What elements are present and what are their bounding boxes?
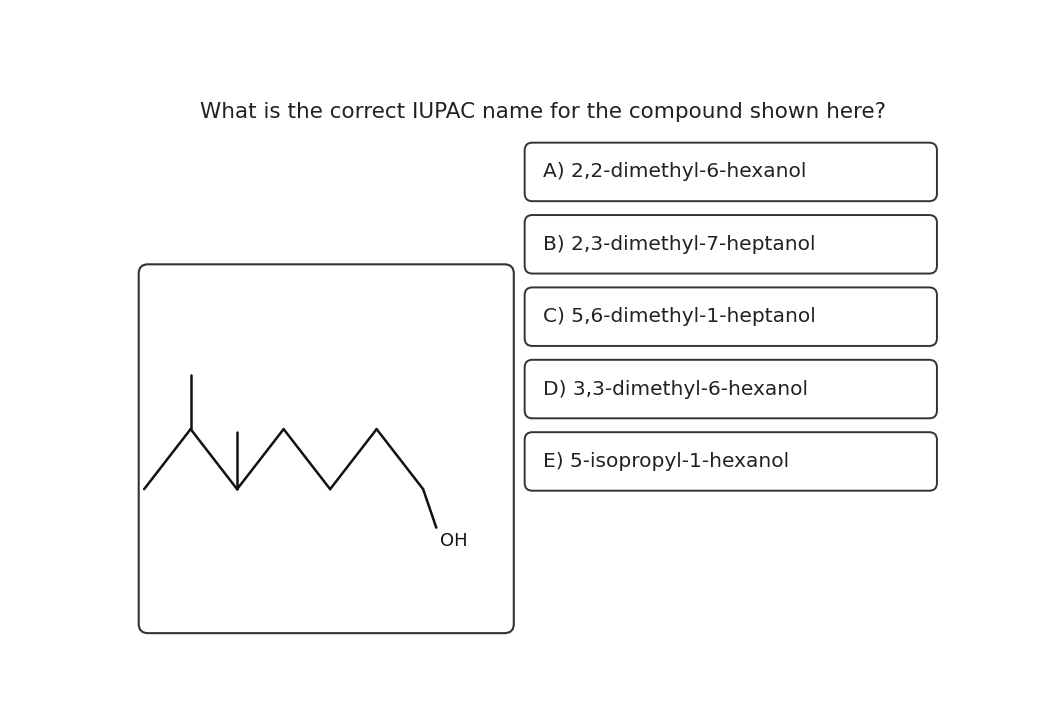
FancyBboxPatch shape (139, 264, 514, 633)
Text: D) 3,3-dimethyl-6-hexanol: D) 3,3-dimethyl-6-hexanol (543, 380, 808, 398)
Text: B) 2,3-dimethyl-7-heptanol: B) 2,3-dimethyl-7-heptanol (543, 235, 816, 253)
Text: E) 5-isopropyl-1-hexanol: E) 5-isopropyl-1-hexanol (543, 452, 790, 471)
FancyBboxPatch shape (525, 143, 937, 201)
Text: What is the correct IUPAC name for the compound shown here?: What is the correct IUPAC name for the c… (200, 102, 886, 122)
FancyBboxPatch shape (525, 215, 937, 273)
FancyBboxPatch shape (525, 288, 937, 346)
FancyBboxPatch shape (525, 360, 937, 418)
Text: A) 2,2-dimethyl-6-hexanol: A) 2,2-dimethyl-6-hexanol (543, 162, 807, 181)
Text: C) 5,6-dimethyl-1-heptanol: C) 5,6-dimethyl-1-heptanol (543, 307, 816, 326)
Text: OH: OH (440, 531, 467, 550)
FancyBboxPatch shape (525, 432, 937, 491)
